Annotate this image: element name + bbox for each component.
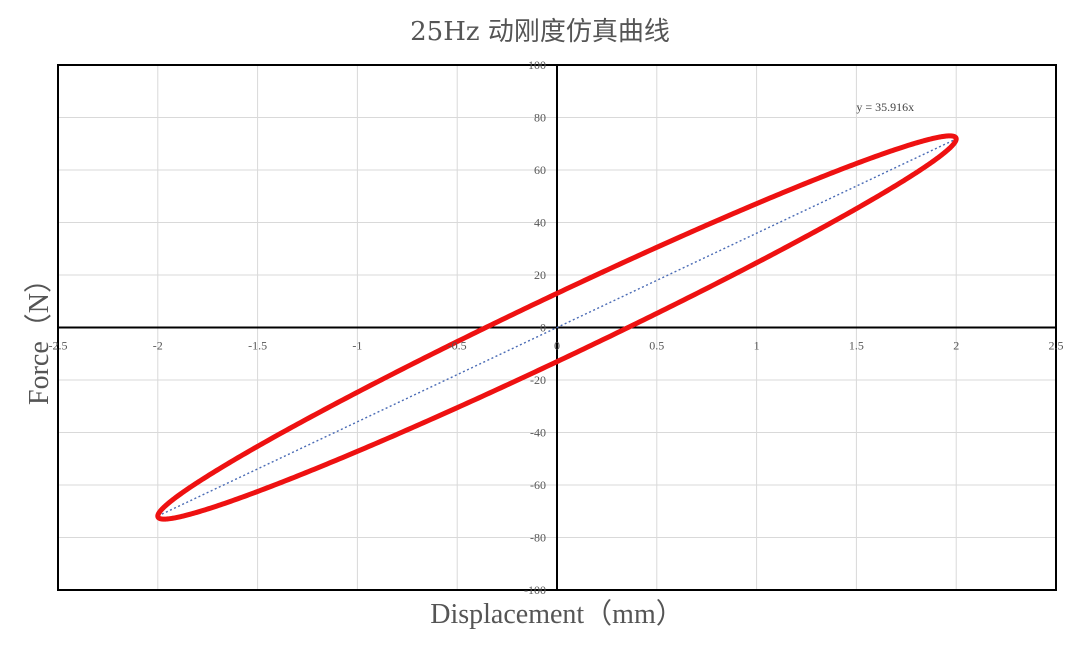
tick-labels: -2.5 -2 -1.5 -1 -0.5 0 0.5 1 1.5 2 2.5 -100 -80 -60 -4…	[49, 58, 1064, 597]
x-tick-label: 0.5	[649, 339, 664, 353]
x-tick-label: 0	[554, 339, 560, 353]
x-axis-title: Displacement（mm）	[430, 598, 684, 630]
x-tick-label: 2	[953, 339, 959, 353]
x-tick-label: 1.5	[849, 339, 864, 353]
trendline-equation: y = 35.916x	[856, 100, 914, 114]
chart-title: 25Hz 动刚度仿真曲线	[410, 17, 670, 47]
x-tick-label: -2	[153, 339, 163, 353]
y-tick-label: 60	[534, 163, 546, 177]
y-tick-label: -40	[530, 426, 546, 440]
x-tick-label: -0.5	[448, 339, 467, 353]
x-tick-label: 2.5	[1049, 339, 1064, 353]
hysteresis-loop	[155, 133, 959, 522]
y-tick-label: 80	[534, 111, 546, 125]
y-tick-label: -20	[530, 373, 546, 387]
plot-area	[57, 64, 1057, 591]
y-tick-label: -100	[524, 583, 546, 597]
trendline	[157, 138, 957, 517]
x-tick-label: -1	[352, 339, 362, 353]
y-axis-title: Force（N）	[23, 265, 55, 405]
x-tick-label: -1.5	[248, 339, 267, 353]
y-tick-label: 0	[540, 321, 546, 335]
x-tick-label: 1	[754, 339, 760, 353]
y-tick-label: -60	[530, 478, 546, 492]
y-tick-label: 40	[534, 216, 546, 230]
y-tick-label: 20	[534, 268, 546, 282]
y-tick-label: 100	[528, 58, 546, 72]
x-tick-label: -2.5	[49, 339, 68, 353]
y-tick-label: -80	[530, 531, 546, 545]
